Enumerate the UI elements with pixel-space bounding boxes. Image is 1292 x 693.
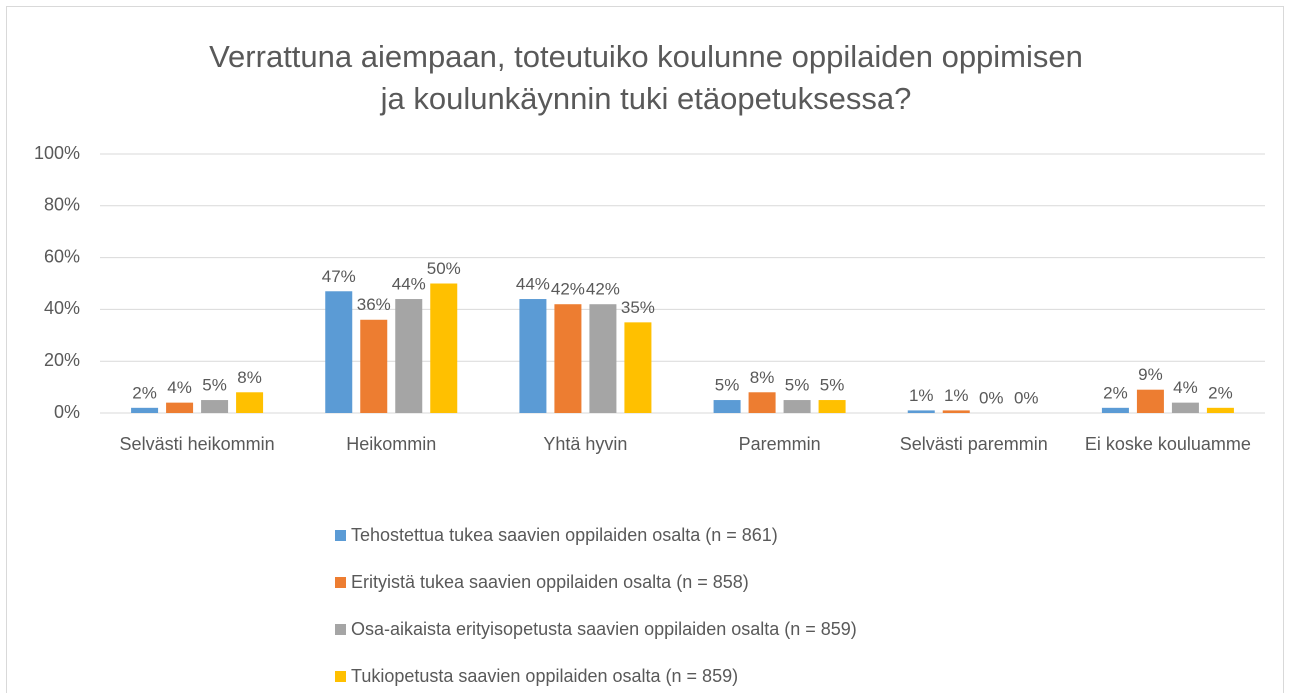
data-label: 0% xyxy=(979,388,1004,407)
x-tick-label: Paremmin xyxy=(738,434,821,454)
chart-title: Verrattuna aiempaan, toteutuiko koulunne… xyxy=(209,39,1083,74)
data-label: 44% xyxy=(392,275,426,294)
bar xyxy=(818,400,846,413)
bar xyxy=(1171,402,1199,413)
data-label: 4% xyxy=(1173,378,1198,397)
data-label: 1% xyxy=(944,386,969,405)
x-tick-label: Yhtä hyvin xyxy=(543,434,628,454)
data-label: 0% xyxy=(1014,388,1039,407)
y-tick-label: 100% xyxy=(34,143,80,163)
x-tick-label: Heikommin xyxy=(346,434,437,454)
data-label: 2% xyxy=(1208,383,1233,402)
data-label: 2% xyxy=(132,383,157,402)
legend-label: Tehostettua tukea saavien oppilaiden osa… xyxy=(351,525,778,545)
data-label: 2% xyxy=(1103,383,1128,402)
data-label: 42% xyxy=(551,280,585,299)
data-label: 4% xyxy=(167,378,192,397)
legend-swatch xyxy=(335,671,346,682)
legend-label: Tukiopetusta saavien oppilaiden osalta (… xyxy=(351,666,739,686)
data-label: 1% xyxy=(909,386,934,405)
legend-swatch xyxy=(335,624,346,635)
legend-label: Erityistä tukea saavien oppilaiden osalt… xyxy=(351,572,749,592)
bar xyxy=(395,299,423,413)
data-label: 36% xyxy=(357,295,391,314)
bar xyxy=(325,291,353,413)
legend-item: Tehostettua tukea saavien oppilaiden osa… xyxy=(335,512,857,559)
chart-title: ja koulunkäynnin tuki etäopetuksessa? xyxy=(380,81,912,116)
bar xyxy=(166,402,194,413)
legend-item: Erityistä tukea saavien oppilaiden osalt… xyxy=(335,559,857,606)
x-tick-label: Ei koske kouluamme xyxy=(1084,434,1251,454)
chart-border xyxy=(6,6,1284,693)
y-tick-label: 40% xyxy=(44,298,80,318)
y-tick-label: 80% xyxy=(44,195,80,215)
y-tick-label: 60% xyxy=(44,246,80,266)
legend-swatch xyxy=(335,530,346,541)
bar xyxy=(907,410,935,413)
data-label: 42% xyxy=(586,280,620,299)
data-label: 5% xyxy=(820,376,845,395)
data-label: 5% xyxy=(715,376,740,395)
bar xyxy=(942,410,970,413)
data-label: 8% xyxy=(237,368,262,387)
bar xyxy=(554,304,582,413)
x-tick-label: Selvästi heikommin xyxy=(119,434,275,454)
legend-swatch xyxy=(335,577,346,588)
bar xyxy=(1101,407,1129,413)
data-label: 8% xyxy=(750,368,775,387)
bar xyxy=(1206,407,1234,413)
data-label: 50% xyxy=(427,259,461,278)
bar xyxy=(519,299,547,413)
bar xyxy=(713,400,741,413)
legend: Tehostettua tukea saavien oppilaiden osa… xyxy=(335,512,857,693)
legend-label: Osa-aikaista erityisopetusta saavien opp… xyxy=(351,619,857,639)
bar xyxy=(748,392,776,413)
bar xyxy=(360,319,388,413)
data-label: 9% xyxy=(1138,365,1163,384)
data-label: 5% xyxy=(202,376,227,395)
y-tick-label: 0% xyxy=(54,402,80,422)
legend-item: Tukiopetusta saavien oppilaiden osalta (… xyxy=(335,653,857,693)
data-label: 44% xyxy=(516,275,550,294)
legend-item: Osa-aikaista erityisopetusta saavien opp… xyxy=(335,606,857,653)
y-tick-label: 20% xyxy=(44,350,80,370)
bar xyxy=(201,400,229,413)
x-tick-label: Selvästi paremmin xyxy=(899,434,1048,454)
bar xyxy=(589,304,617,413)
bar xyxy=(624,322,652,413)
bar xyxy=(131,407,159,413)
data-label: 5% xyxy=(785,376,810,395)
bar xyxy=(783,400,811,413)
bar xyxy=(430,283,458,413)
data-label: 47% xyxy=(322,267,356,286)
data-label: 35% xyxy=(621,298,655,317)
bar xyxy=(1136,389,1164,413)
bar xyxy=(236,392,264,413)
